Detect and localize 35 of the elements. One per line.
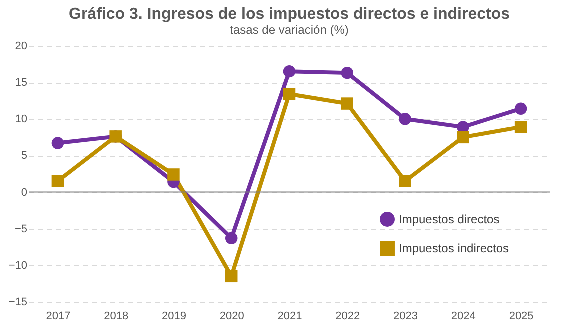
y-tick-label: 10 [15, 114, 28, 126]
y-tick-label: 20 [15, 40, 28, 52]
chart-title: Gráfico 3. Ingresos de los impuestos directos e indirectos [68, 6, 510, 23]
legend-label: Impuestos indirectos [399, 242, 510, 256]
point [514, 121, 528, 134]
point [52, 175, 64, 188]
point [283, 88, 296, 100]
x-tick-label: 2020 [220, 310, 244, 322]
y-tick-label: −5 [14, 223, 28, 236]
point [457, 131, 470, 144]
point [283, 65, 296, 78]
x-tick-label: 2021 [278, 310, 302, 322]
point [341, 98, 354, 110]
y-tick-label: −10 [8, 260, 28, 272]
point [341, 66, 354, 80]
x-tick-label: 2024 [451, 310, 476, 322]
y-tick-label: 0 [21, 186, 28, 199]
y-tick-label: 15 [15, 77, 28, 90]
y-tick-label: 5 [21, 150, 28, 162]
point [225, 232, 238, 244]
point [399, 113, 412, 126]
x-tick-label: 2019 [162, 310, 186, 322]
point [514, 102, 528, 116]
point [225, 270, 238, 283]
point [52, 137, 64, 150]
point [168, 168, 180, 181]
chart-subtitle: tasas de variación (%) [230, 23, 349, 37]
x-tick-label: 2023 [394, 310, 418, 322]
x-tick-label: 2017 [46, 310, 71, 322]
point [399, 175, 412, 188]
x-tick-label: 2018 [104, 310, 129, 322]
x-tick-label: 2022 [336, 310, 360, 322]
legend-label: Impuestos directos [399, 212, 500, 226]
y-tick-label: −15 [8, 296, 28, 308]
x-tick-label: 2025 [509, 310, 534, 322]
